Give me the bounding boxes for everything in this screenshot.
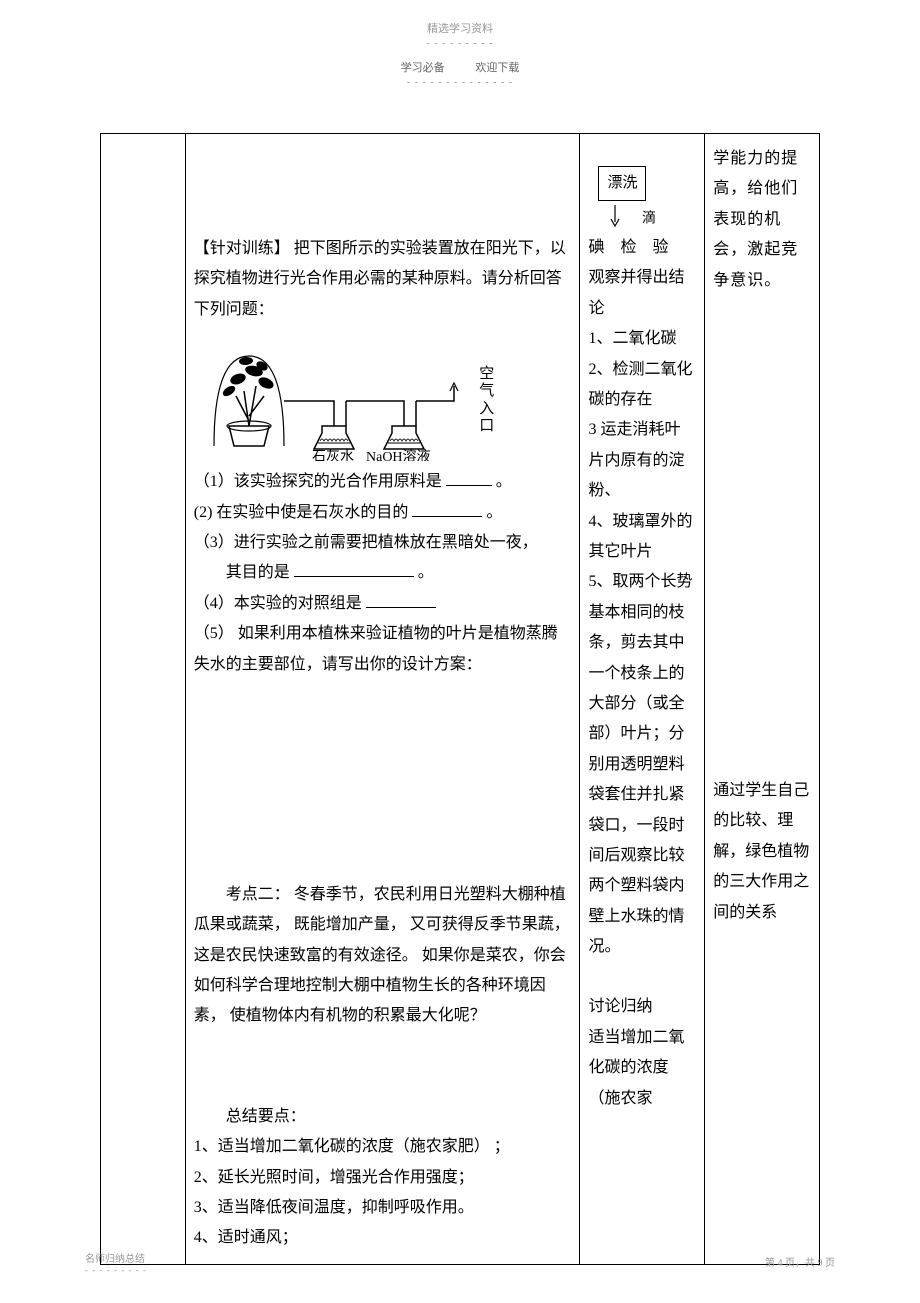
col3-content: 漂洗 滴 碘 检 验 观察并得出结论 1、二氧化碳 2、检测二氧化碳的存在 3 … [580,134,705,1265]
col2-content: 【针对训练】 把下图所示的实验装置放在阳光下，以探究植物进行光合作用必需的某种原… [185,134,580,1265]
question-1: （1）该实验探究的光合作用原料是 。 [194,467,572,497]
answer-1: 1、二氧化碳 [588,324,696,354]
summary-4: 4、适时通风； [194,1223,572,1253]
page-header: 精选学习资料 - - - - - - - - - 学习必备 欢迎下载 - - -… [0,0,920,88]
svg-text:NaOH溶液: NaOH溶液 [366,449,431,461]
flow-arrow-drop: 滴 [588,205,696,234]
question-4: （4）本实验的对照组是 [194,589,572,619]
flow-iodine: 碘 检 验 [588,233,696,263]
flow-observe: 观察并得出结论 [588,263,696,324]
header-top-text: 精选学习资料 [0,20,920,36]
experiment-diagram: 石灰水 NaOH溶液 空气入口 [194,331,494,461]
question-3-line2: 其目的是 。 [194,558,572,588]
keypoint-2: 考点二： 冬春季节，农民利用日光塑料大棚种植瓜果或蔬菜， 既能增加产量， 又可获… [194,880,572,1032]
summary-3: 3、适当降低夜间温度，抑制呼吸作用。 [194,1193,572,1223]
summary-2: 2、延长光照时间，增强光合作用强度； [194,1163,572,1193]
header-mid-dashes: - - - - - - - - - - - - - - [0,77,920,88]
col4-content: 学能力的提高，给他们表现的机会，激起竞争意识。 通过学生自己的比较、理解，绿色植… [705,134,820,1265]
flow-rinse: 漂洗 [588,166,696,205]
svg-text:石灰水: 石灰水 [312,449,354,461]
col4-mid-text: 通过学生自己的比较、理解，绿色植物的三大作用之间的关系 [713,776,811,928]
summary-title: 总结要点： [194,1102,572,1132]
lesson-table: 【针对训练】 把下图所示的实验装置放在阳光下，以探究植物进行光合作用必需的某种原… [100,133,820,1265]
discuss-content: 适当增加二氧化碳的浓度（施农家 [588,1023,696,1114]
training-intro: 【针对训练】 把下图所示的实验装置放在阳光下，以探究植物进行光合作用必需的某种原… [194,234,572,325]
air-inlet-label: 空气入口 [478,366,496,435]
col4-top-text: 学能力的提高，给他们表现的机会，激起竞争意识。 [713,144,811,296]
answer-5: 5、取两个长势基本相同的枝条，剪去其中一个枝条上的大部分（或全部）叶片；分别用透… [588,567,696,962]
footer-right: 第 4 页，共 9 页 [765,1254,835,1269]
col1-empty [101,134,186,1265]
answer-2: 2、检测二氧化碳的存在 [588,355,696,416]
question-3-line1: （3）进行实验之前需要把植株放在黑暗处一夜， [194,528,572,558]
question-5: （5） 如果利用本植株来验证植物的叶片是植物蒸腾失水的主要部位，请写出你的设计方… [194,619,572,680]
summary-1: 1、适当增加二氧化碳的浓度（施农家肥） ； [194,1132,572,1162]
answer-3: 3 运走消耗叶片内原有的淀粉、 [588,415,696,506]
header-mid-text: 学习必备 欢迎下载 [0,59,920,75]
footer-left: 名师归纳总结 - - - - - - - - - [85,1250,147,1275]
header-mid-left: 学习必备 [401,62,445,74]
header-mid-right: 欢迎下载 [475,62,519,74]
header-top-dashes: - - - - - - - - - [0,38,920,49]
discuss-title: 讨论归纳 [588,992,696,1022]
question-2: (2) 在实验中使是石灰水的目的 。 [194,498,572,528]
answer-4: 4、玻璃罩外的其它叶片 [588,507,696,568]
arrow-down-icon [610,205,620,234]
